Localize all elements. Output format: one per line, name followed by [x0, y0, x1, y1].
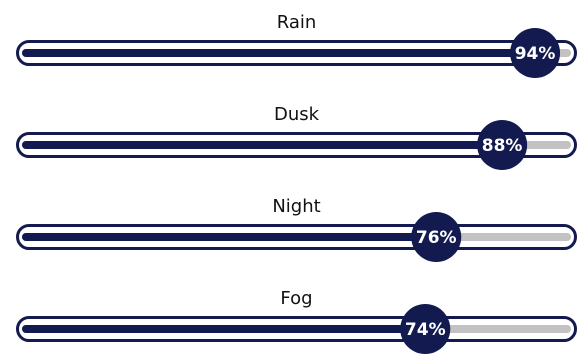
value-label-rain: 94% — [515, 44, 556, 64]
value-bubble — [510, 28, 561, 78]
bar-label-rain: Rain — [277, 12, 317, 33]
bar-row-dusk: Dusk 88% — [16, 104, 577, 170]
value-bubble — [400, 304, 451, 354]
bar-fill — [22, 233, 440, 241]
value-label-fog: 74% — [405, 320, 446, 340]
bar-label-dusk: Dusk — [274, 104, 320, 125]
value-label-night: 76% — [416, 228, 457, 248]
value-bubble — [411, 212, 462, 262]
bar-fill — [22, 325, 429, 333]
bar-row-rain: Rain 94% — [16, 12, 577, 78]
bar-fill — [22, 141, 506, 149]
bar-row-fog: Fog 74% — [16, 288, 577, 354]
value-bubble — [477, 120, 528, 170]
value-label-dusk: 88% — [482, 136, 523, 156]
bar-label-night: Night — [272, 196, 320, 217]
bar-fill — [22, 49, 539, 57]
bar-row-night: Night 76% — [16, 196, 577, 262]
bar-label-fog: Fog — [280, 288, 312, 309]
